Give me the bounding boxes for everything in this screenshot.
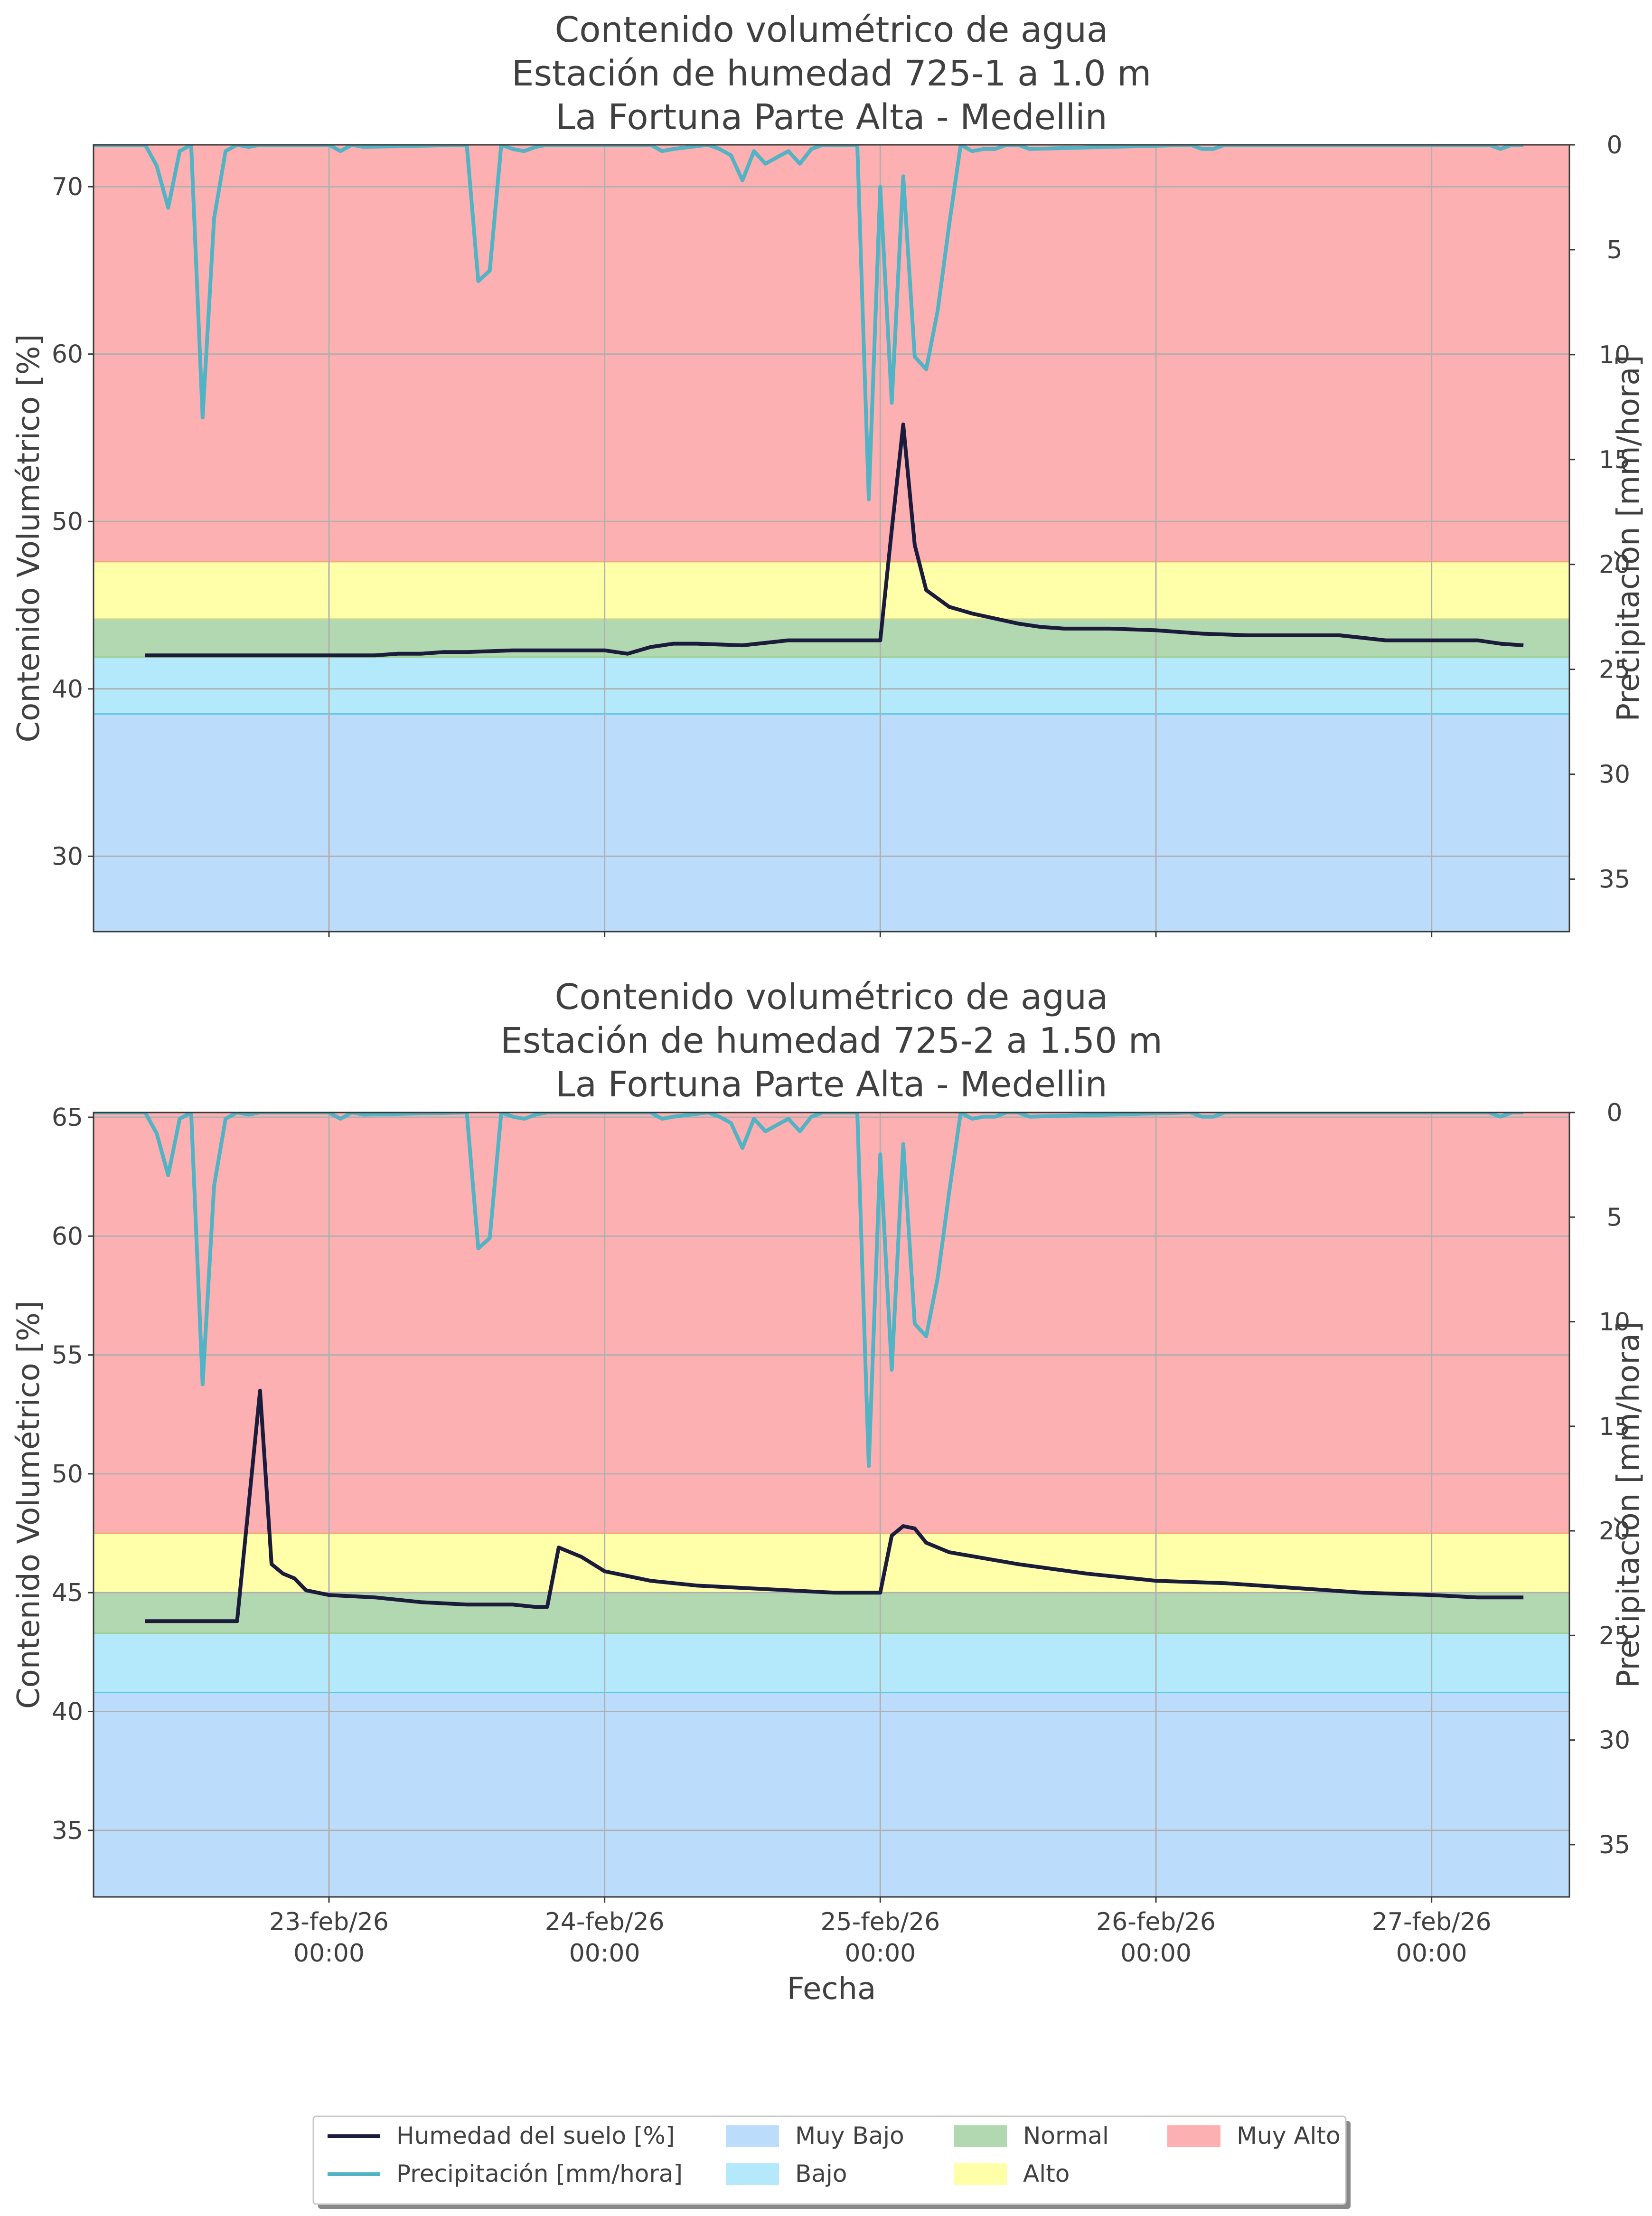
legend-label: Humedad del suelo [%] bbox=[396, 2122, 675, 2150]
y2-tick-label: 0 bbox=[1606, 131, 1622, 160]
y-tick-label: 60 bbox=[52, 1222, 83, 1251]
y2-tick-label: 20 bbox=[1599, 1517, 1630, 1546]
y-tick-label: 45 bbox=[52, 1579, 83, 1607]
y2-tick-label: 15 bbox=[1599, 446, 1630, 474]
y-axis-label: Contenido Volumétrico [%] bbox=[11, 334, 47, 743]
band-alto bbox=[94, 561, 1569, 619]
chart-title-line: Contenido volumétrico de agua bbox=[555, 977, 1108, 1018]
x-tick-label: 26-feb/26 00:00 bbox=[1096, 1908, 1216, 1968]
band-alto bbox=[94, 1533, 1569, 1593]
x-axis-label: Fecha bbox=[787, 1971, 876, 2007]
legend-label: Alto bbox=[1023, 2160, 1070, 2188]
legend-label: Muy Alto bbox=[1237, 2122, 1341, 2150]
plot-area bbox=[94, 145, 1524, 658]
y-axis-label: Contenido Volumétrico [%] bbox=[11, 1301, 47, 1709]
plot-area bbox=[94, 1113, 1524, 1623]
legend-patch-swatch bbox=[726, 2125, 779, 2147]
x-tick-label: 24-feb/26 00:00 bbox=[545, 1908, 665, 1968]
legend-patch-swatch bbox=[954, 2163, 1007, 2185]
chart-title-line: La Fortuna Parte Alta - Medellin bbox=[555, 1064, 1107, 1105]
legend: Humedad del suelo [%] Precipitación [mm/h… bbox=[312, 2115, 1351, 2209]
soil-moisture-line bbox=[145, 422, 1524, 658]
y2-tick-label: 25 bbox=[1599, 656, 1630, 684]
x-tick-label: 25-feb/26 00:00 bbox=[820, 1908, 940, 1968]
y2-tick-label: 10 bbox=[1599, 1308, 1630, 1337]
band-bajo bbox=[94, 657, 1569, 714]
chart-title-line: Contenido volumétrico de agua bbox=[555, 9, 1108, 50]
chart-panel-top: 30 40 50 60 70 0 5 10 15 20 25 30 35 Contenido volumé… bbox=[11, 9, 1646, 937]
y-tick-label: 40 bbox=[52, 675, 83, 704]
band-muy-alto bbox=[94, 1113, 1569, 1534]
band-muy-bajo bbox=[94, 714, 1569, 932]
y-tick-label: 65 bbox=[52, 1103, 83, 1132]
precipitation-line bbox=[94, 145, 1524, 501]
chart-title-line: La Fortuna Parte Alta - Medellin bbox=[555, 97, 1107, 138]
y-tick-label: 50 bbox=[52, 1460, 83, 1489]
band-bajo bbox=[94, 1633, 1569, 1693]
plot-frame bbox=[93, 144, 1570, 933]
y-tick-label: 60 bbox=[52, 340, 83, 369]
band-normal bbox=[94, 1593, 1569, 1633]
legend-patch-swatch bbox=[1167, 2125, 1220, 2147]
legend-patch-swatch bbox=[726, 2163, 779, 2185]
legend-box bbox=[312, 2115, 1347, 2205]
plot-frame bbox=[93, 1112, 1570, 1898]
chart-panel-bottom: 35 40 45 50 55 60 65 0 5 10 15 20 25 30 35 23-feb/26 00:… bbox=[11, 977, 1646, 2007]
y2-tick-label: 5 bbox=[1606, 1203, 1622, 1232]
y2-axis-label: Precipitación [mm/hora] bbox=[1611, 355, 1646, 722]
y-tick-label: 70 bbox=[52, 173, 83, 201]
soil-moisture-line bbox=[145, 1388, 1524, 1623]
y2-tick-label: 35 bbox=[1599, 866, 1630, 894]
legend-label: Muy Bajo bbox=[795, 2122, 904, 2150]
y-tick-label: 55 bbox=[52, 1341, 83, 1370]
legend-label: Bajo bbox=[795, 2160, 847, 2188]
band-normal bbox=[94, 618, 1569, 657]
y2-tick-label: 0 bbox=[1606, 1099, 1622, 1127]
y2-tick-label: 30 bbox=[1599, 1726, 1630, 1755]
y-tick-label: 35 bbox=[52, 1817, 83, 1845]
chart-title-line: Estación de humedad 725-1 a 1.0 m bbox=[512, 53, 1152, 94]
chart-title-line: Estación de humedad 725-2 a 1.50 m bbox=[500, 1020, 1163, 1061]
y2-tick-label: 20 bbox=[1599, 551, 1630, 579]
legend-patch-swatch bbox=[954, 2125, 1007, 2147]
y2-tick-label: 35 bbox=[1599, 1831, 1630, 1859]
band-muy-bajo bbox=[94, 1692, 1569, 1897]
y2-tick-label: 15 bbox=[1599, 1413, 1630, 1441]
y2-tick-label: 25 bbox=[1599, 1622, 1630, 1650]
y-tick-label: 30 bbox=[52, 842, 83, 871]
y2-axis-label: Precipitación [mm/hora] bbox=[1611, 1321, 1646, 1688]
y2-tick-label: 30 bbox=[1599, 761, 1630, 789]
legend-label: Precipitación [mm/hora] bbox=[396, 2160, 683, 2188]
y2-tick-label: 10 bbox=[1599, 341, 1630, 369]
x-tick-label: 23-feb/26 00:00 bbox=[269, 1908, 389, 1968]
x-tick-label: 27-feb/26 00:00 bbox=[1372, 1908, 1492, 1968]
legend-label: Normal bbox=[1023, 2122, 1109, 2150]
precipitation-line bbox=[94, 1113, 1524, 1468]
band-muy-alto bbox=[94, 145, 1569, 562]
y-tick-label: 40 bbox=[52, 1698, 83, 1726]
y-tick-label: 50 bbox=[52, 508, 83, 536]
y2-tick-label: 5 bbox=[1606, 236, 1622, 264]
